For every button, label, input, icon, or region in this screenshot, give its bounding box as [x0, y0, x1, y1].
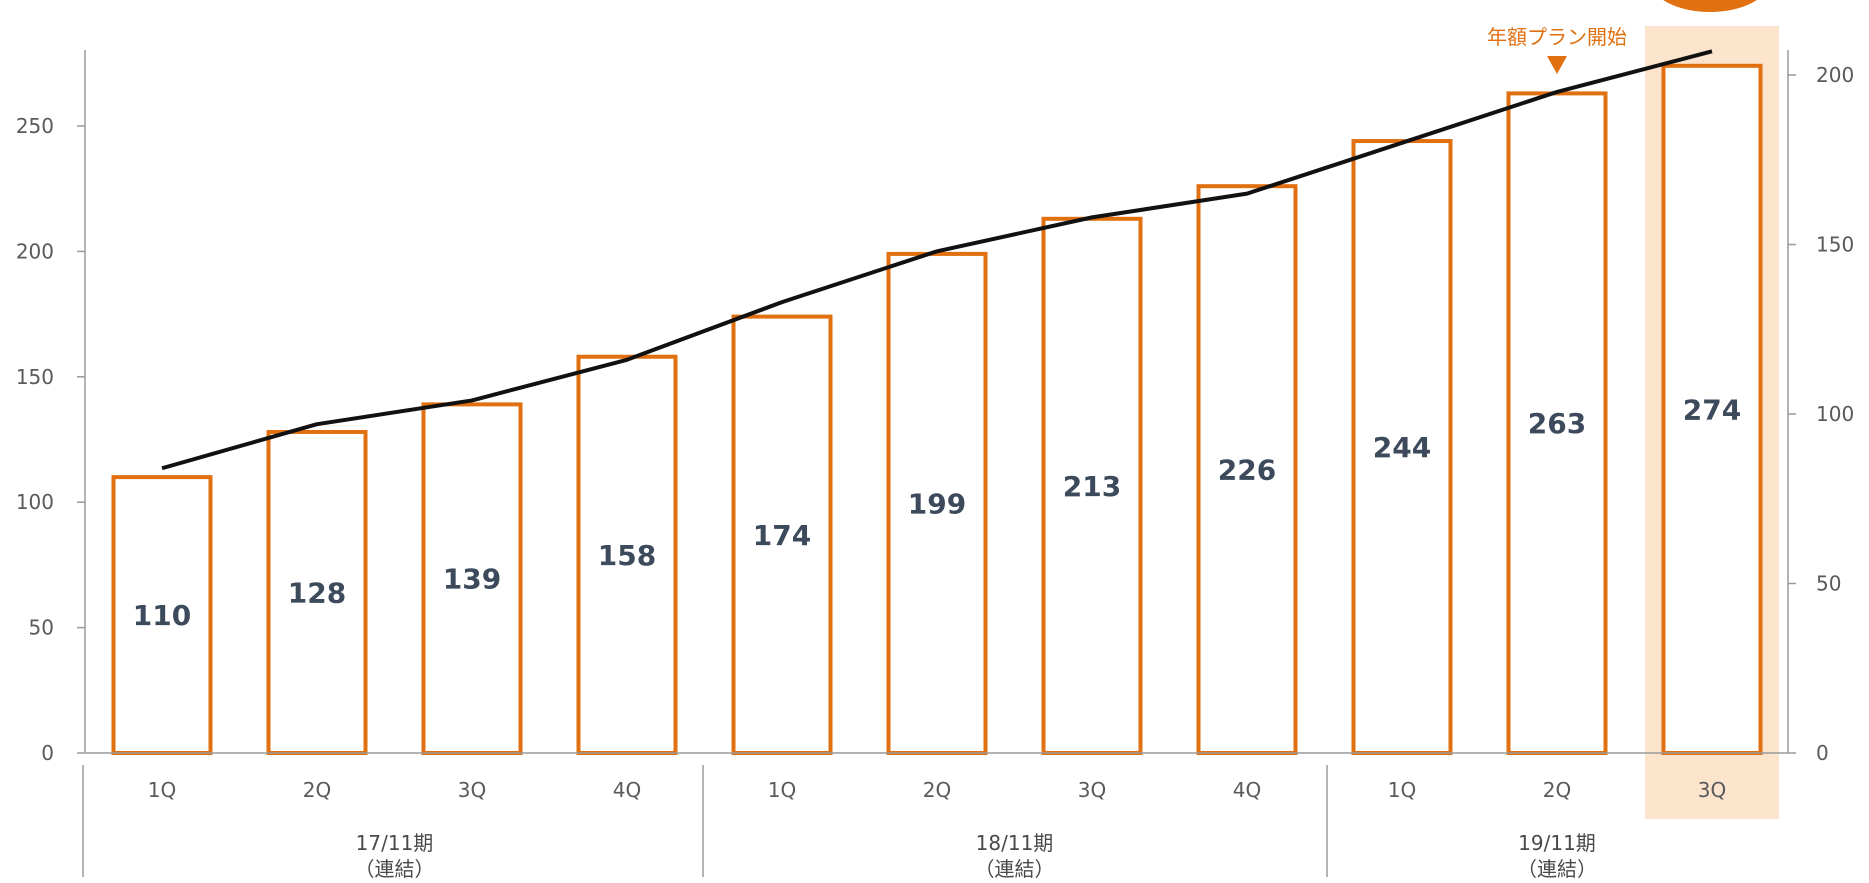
left-axis-tick-label: 100 — [16, 490, 54, 514]
group-label: 18/11期 — [976, 831, 1054, 855]
right-axis-tick-label: 0 — [1816, 741, 1829, 765]
bar-value-label: 263 — [1528, 407, 1586, 440]
bar — [1506, 91, 1608, 755]
category-label: 2Q — [923, 778, 951, 802]
bar-value-label: 174 — [753, 519, 811, 552]
left-axis-tick-label: 250 — [16, 114, 54, 138]
category-label: 3Q — [458, 778, 486, 802]
bar-value-label: 199 — [908, 487, 966, 520]
bar-value-label: 244 — [1373, 431, 1431, 464]
group-label: 19/11期 — [1518, 831, 1596, 855]
right-axis-tick-label: 100 — [1816, 402, 1854, 426]
bar-value-label: 274 — [1683, 393, 1741, 426]
category-label: 4Q — [613, 778, 641, 802]
bar — [1661, 63, 1763, 756]
line-series — [161, 49, 1713, 471]
group-label: 17/11期 — [356, 831, 434, 855]
left-axis-tick-label: 50 — [29, 616, 54, 640]
bar-value-label: 158 — [598, 539, 656, 572]
left-axis: 0 50 100 150 200 250 — [16, 50, 86, 765]
category-label: 2Q — [303, 778, 331, 802]
bar — [576, 354, 678, 755]
bar — [886, 251, 988, 756]
annotation-arrow-icon — [1547, 56, 1567, 74]
bar-value-label: 213 — [1063, 470, 1121, 503]
bars-layer — [111, 63, 1763, 756]
bar — [731, 314, 833, 755]
left-axis-tick-label: 150 — [16, 365, 54, 389]
bar-value-label: 226 — [1218, 454, 1276, 487]
left-axis-tick-label: 200 — [16, 239, 54, 263]
group-sublabel: （連結） — [975, 857, 1055, 881]
bar-value-label: 128 — [288, 576, 346, 609]
bar-value-label: 110 — [133, 599, 191, 632]
bar-value-label: 139 — [443, 563, 501, 596]
bar — [1351, 139, 1453, 756]
decorative-orange-shape — [1663, 0, 1757, 12]
category-label: 4Q — [1233, 778, 1261, 802]
annotation: 年額プラン開始 — [1487, 25, 1627, 74]
category-label: 3Q — [1078, 778, 1106, 802]
category-label: 1Q — [768, 778, 796, 802]
group-sublabel: （連結） — [1517, 857, 1597, 881]
category-label: 1Q — [1388, 778, 1416, 802]
right-axis-tick-label: 150 — [1816, 233, 1854, 257]
data-labels-layer: 110 128 139 158 174 199 213 226 244 263 274 — [133, 393, 1741, 632]
x-axis: 1Q 2Q 3Q 4Q 1Q 2Q 3Q 4Q 1Q 2Q 3Q17/11期（連結）18/11期（連… — [82, 752, 1788, 881]
group-sublabel: （連結） — [355, 857, 435, 881]
category-label: 2Q — [1543, 778, 1571, 802]
line-layer — [161, 49, 1713, 471]
right-axis-tick-label: 50 — [1816, 572, 1841, 596]
right-axis: 0 50 100 150 200 — [1787, 50, 1854, 765]
category-label: 3Q — [1698, 778, 1726, 802]
category-label: 1Q — [148, 778, 176, 802]
right-axis-tick-label: 200 — [1816, 63, 1854, 87]
left-axis-tick-label: 0 — [41, 741, 54, 765]
annotation-label: 年額プラン開始 — [1487, 25, 1627, 49]
